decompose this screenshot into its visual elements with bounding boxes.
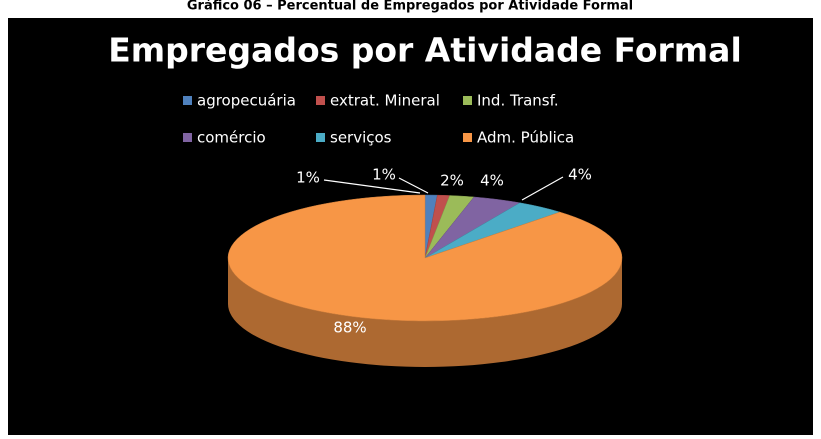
data-label: 88% xyxy=(333,319,366,337)
data-label: 4% xyxy=(568,166,592,184)
caption: Gráfico 06 – Percentual de Empregados po… xyxy=(187,0,633,14)
legend-swatch xyxy=(183,96,192,105)
leader-line xyxy=(521,176,564,201)
leader-line xyxy=(323,179,421,194)
legend-label: extrat. Mineral xyxy=(330,92,440,110)
legend-label: serviços xyxy=(330,129,392,147)
legend-label: comércio xyxy=(197,129,266,147)
legend-swatch xyxy=(463,96,472,105)
pie-side xyxy=(228,258,622,367)
legend-swatch xyxy=(316,133,325,142)
legend-swatch xyxy=(463,133,472,142)
data-label: 1% xyxy=(372,166,396,184)
chart-title: Empregados por Atividade Formal xyxy=(108,31,742,70)
data-label: 1% xyxy=(296,169,320,187)
leader-line xyxy=(398,177,429,194)
pie-slice xyxy=(227,194,623,322)
legend-label: Ind. Transf. xyxy=(477,92,559,110)
legend-label: Adm. Pública xyxy=(477,129,574,147)
legend-swatch xyxy=(183,133,192,142)
data-label: 4% xyxy=(480,172,504,190)
data-label: 2% xyxy=(440,172,464,190)
legend-swatch xyxy=(316,96,325,105)
legend-label: agropecuária xyxy=(197,92,296,110)
